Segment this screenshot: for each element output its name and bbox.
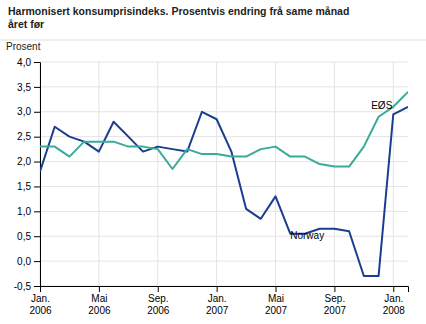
y-tick-mark	[34, 186, 40, 187]
chart-svg: Harmonisert konsumprisindeks. Prosentvis…	[0, 0, 426, 324]
x-tick-mark	[334, 286, 335, 292]
x-tick-label: Jan.2008	[383, 293, 406, 316]
x-tick-label-line: 2007	[265, 305, 288, 316]
x-tick-mark	[40, 286, 41, 292]
series-line	[40, 107, 408, 276]
y-tick-mark	[34, 162, 40, 163]
y-tick-label: -0,5	[14, 281, 32, 292]
y-tick-label: 3,5	[17, 82, 31, 93]
y-tick: 2,5	[17, 131, 40, 142]
y-tick: -0,5	[14, 281, 40, 292]
y-tick: 2,0	[17, 156, 40, 167]
grid-line-x	[334, 62, 335, 286]
x-tick-label: Mai2006	[88, 293, 111, 316]
grid-line-x	[216, 62, 217, 286]
y-tick: 3,5	[17, 82, 40, 93]
y-tick-mark	[34, 236, 40, 237]
x-tick-mark	[393, 286, 394, 292]
series-group	[40, 92, 408, 276]
title: Harmonisert konsumprisindeks. Prosentvis…	[8, 5, 349, 30]
x-tick-label-line: Mai	[268, 293, 284, 304]
grid-line-y	[40, 211, 408, 212]
y-axis-line	[34, 63, 41, 287]
y-tick: 4,0	[17, 57, 40, 68]
x-tick: Sep.2006	[147, 286, 170, 316]
x-tick-label-line: 2007	[206, 305, 229, 316]
y-tick-label: 0,5	[17, 231, 31, 242]
y-tick: 1,5	[17, 181, 40, 192]
grid-line-y	[40, 111, 408, 112]
x-tick-label: Mai2007	[265, 293, 288, 316]
x-axis-line	[41, 287, 409, 293]
y-tick-mark	[34, 87, 40, 88]
x-tick-label-line: Jan.	[208, 293, 227, 304]
x-axis: Jan.2006Mai2006Sep.2006Jan.2007Mai2007Se…	[29, 286, 408, 316]
grid-line-x	[393, 62, 394, 286]
x-tick-label: Jan.2007	[206, 293, 229, 316]
grid-line-y	[40, 236, 408, 237]
plot: -0,50,00,51,01,52,02,53,03,54,0Jan.2006M…	[14, 57, 409, 316]
y-tick: 0,5	[17, 231, 40, 242]
grid-line-x	[98, 62, 99, 286]
grid-line-y	[40, 62, 408, 63]
separator	[0, 40, 426, 41]
y-tick-mark	[34, 137, 40, 138]
y-tick-mark	[34, 286, 40, 287]
grid-line-y	[40, 261, 408, 262]
y-tick: 1,0	[17, 206, 40, 217]
y-tick-label: 4,0	[17, 57, 31, 68]
x-tick-mark	[276, 286, 277, 292]
x-tick-label: Jan.2006	[29, 293, 52, 316]
grid-line-x	[157, 62, 158, 286]
x-tick-label: Sep.2007	[324, 293, 347, 316]
y-tick-mark	[34, 261, 40, 262]
x-tick: Jan.2006	[29, 286, 52, 316]
x-tick-label-line: 2007	[324, 305, 347, 316]
series-line	[40, 92, 408, 169]
grid	[40, 62, 408, 286]
y-tick-mark	[34, 62, 40, 63]
x-tick-label-line: Sep.	[325, 293, 346, 304]
x-tick-label-line: Mai	[91, 293, 107, 304]
x-tick-mark	[99, 286, 100, 292]
x-tick: Mai2007	[265, 286, 288, 316]
y-tick: 3,0	[17, 106, 40, 117]
y-tick-label: 2,0	[17, 156, 31, 167]
y-tick-label: 1,5	[17, 181, 31, 192]
x-tick: Jan.2007	[206, 286, 229, 316]
y-tick-mark	[34, 112, 40, 113]
title-line: Harmonisert konsumprisindeks. Prosentvis…	[8, 5, 349, 17]
x-tick-mark	[217, 286, 218, 292]
y-tick-label: 0,0	[17, 256, 31, 267]
x-tick-label-line: Jan.	[384, 293, 403, 304]
y-tick-label: 2,5	[17, 131, 31, 142]
annotation: Norway	[290, 230, 324, 241]
title-line: året før	[8, 18, 44, 30]
x-tick-label-line: 2006	[29, 305, 52, 316]
y-tick: 0,0	[17, 256, 40, 267]
annotations: Norway EØS	[290, 100, 392, 240]
x-tick-label: Sep.2006	[147, 293, 170, 316]
grid-line-x	[275, 62, 276, 286]
y-axis-title: Prosent	[6, 41, 41, 52]
x-tick-label-line: Jan.	[31, 293, 50, 304]
chart-container: Harmonisert konsumprisindeks. Prosentvis…	[0, 0, 426, 324]
x-tick: Jan.2008	[383, 286, 406, 316]
x-tick-label-line: 2006	[147, 305, 170, 316]
y-tick-label: 3,0	[17, 106, 31, 117]
x-tick-label-line: 2006	[88, 305, 111, 316]
x-tick-mark	[158, 286, 159, 292]
grid-line-y	[40, 186, 408, 187]
x-tick: Sep.2007	[324, 286, 347, 316]
x-tick: Mai2006	[88, 286, 111, 316]
y-tick-mark	[34, 211, 40, 212]
grid-line-y	[40, 86, 408, 87]
x-tick-label-line: 2008	[383, 305, 406, 316]
y-tick-label: 1,0	[17, 206, 31, 217]
y-axis: -0,5 0,0 0,5 1,0 1,5 2,0 2,5 3,0 3,5 4,0	[14, 57, 41, 292]
annotation: EØS	[371, 100, 392, 111]
x-tick-label-line: Sep.	[148, 293, 169, 304]
